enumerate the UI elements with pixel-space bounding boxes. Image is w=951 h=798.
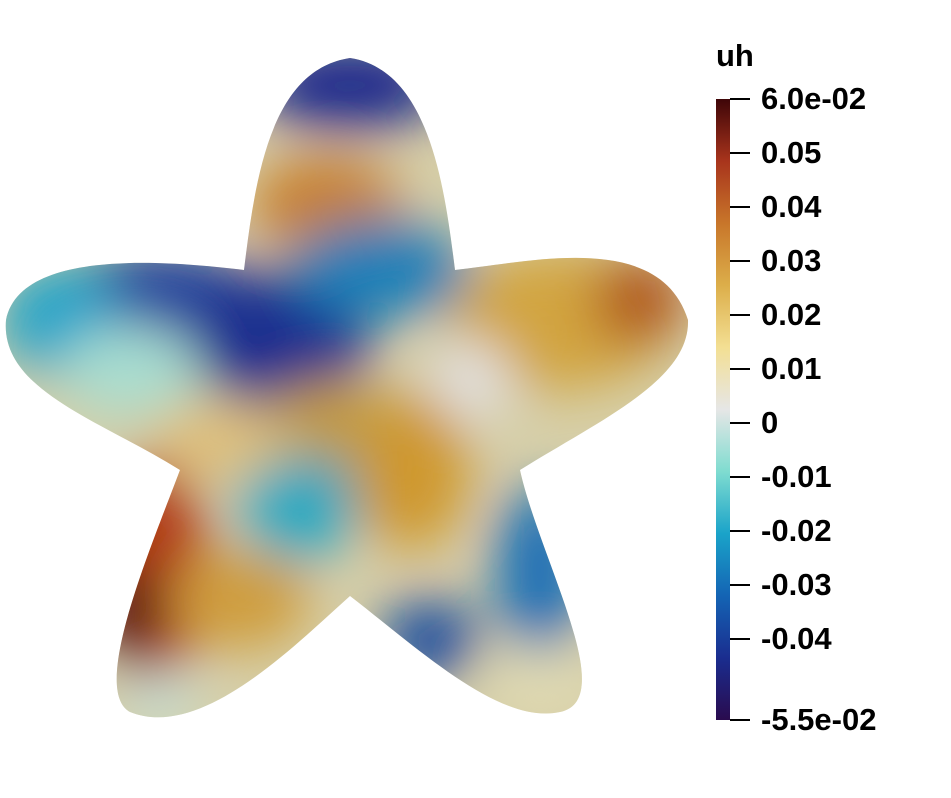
colorbar-tick-label: 0.04: [761, 189, 822, 224]
colorbar-tick: [730, 638, 750, 640]
colorbar-tick: [730, 476, 750, 478]
colorbar-tick: [730, 584, 750, 586]
legend-title: uh: [716, 38, 754, 73]
colorbar-tick-label: -0.04: [761, 621, 832, 656]
colorbar-tick-label: -5.5e-02: [761, 702, 877, 737]
colorbar-tick-label: 0.01: [761, 351, 822, 386]
colorbar-tick-label: -0.02: [761, 513, 832, 548]
colorbar-tick-label: -0.03: [761, 567, 832, 602]
colorbar-tick: [730, 260, 750, 262]
colorbar-tick-label: -0.01: [761, 459, 832, 494]
colorbar-tick-label: 0.05: [761, 135, 822, 170]
colorbar-tick: [730, 719, 750, 721]
colorbar-tick-label: 0: [761, 405, 779, 440]
colorbar-tick: [730, 206, 750, 208]
colorbar-tick: [730, 152, 750, 154]
colorbar-tick: [730, 530, 750, 532]
colorbar-tick: [730, 314, 750, 316]
starfish-field-plot: [5, 58, 689, 718]
colorbar: [716, 99, 730, 720]
colorbar-tick: [730, 422, 750, 424]
colorbar-tick-label: 0.03: [761, 243, 822, 278]
colorbar-tick-label: 6.0e-02: [761, 81, 867, 116]
colorbar-tick: [730, 368, 750, 370]
field-surface: [5, 58, 689, 718]
colorbar-tick: [730, 98, 750, 100]
colorbar-tick-label: 0.02: [761, 297, 822, 332]
